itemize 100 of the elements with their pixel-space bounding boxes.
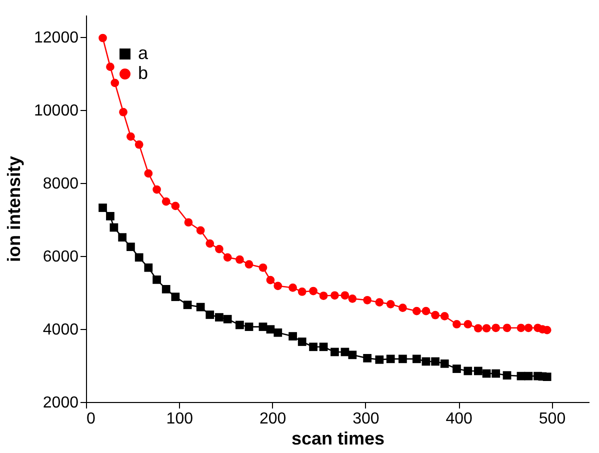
point <box>118 233 127 242</box>
point <box>319 342 328 352</box>
point <box>236 255 244 264</box>
point <box>244 322 254 331</box>
point <box>258 322 268 331</box>
x-tick-label: 400 <box>446 410 473 428</box>
point <box>412 306 421 316</box>
point <box>236 320 244 330</box>
point <box>298 338 306 346</box>
point <box>452 364 461 373</box>
point <box>215 313 224 322</box>
point <box>440 359 449 368</box>
point <box>106 62 114 72</box>
point <box>363 296 372 304</box>
point <box>330 348 339 356</box>
point <box>119 108 128 116</box>
point <box>363 354 372 362</box>
point <box>298 288 306 296</box>
point <box>106 212 114 220</box>
point <box>288 284 297 292</box>
point <box>196 302 205 312</box>
point <box>196 226 205 235</box>
point <box>126 242 135 252</box>
point <box>340 291 350 300</box>
y-tick-label: 12000 <box>34 29 79 46</box>
point <box>171 202 180 210</box>
point <box>375 355 384 364</box>
point <box>309 342 318 352</box>
y-tick-label: 6000 <box>42 248 79 266</box>
point <box>206 239 214 248</box>
point <box>398 354 407 364</box>
point <box>98 204 107 212</box>
point <box>516 372 526 380</box>
point <box>152 185 161 194</box>
point <box>244 260 254 269</box>
point <box>452 320 461 328</box>
point <box>375 298 384 307</box>
point <box>464 366 472 376</box>
point <box>440 312 449 320</box>
point <box>134 140 144 149</box>
x-tick-label: 300 <box>352 410 380 428</box>
x-tick-label: 100 <box>166 410 194 428</box>
point <box>502 324 512 332</box>
point <box>110 223 118 232</box>
point <box>412 354 421 364</box>
point <box>171 292 180 302</box>
point <box>330 291 339 300</box>
point <box>398 304 407 312</box>
point <box>152 276 161 284</box>
x-tick-label: 200 <box>259 410 286 428</box>
point <box>162 285 170 294</box>
point <box>184 218 193 227</box>
point <box>348 294 357 303</box>
point <box>348 350 357 360</box>
point <box>223 253 232 262</box>
point <box>516 324 526 332</box>
point <box>134 253 144 262</box>
point <box>126 132 135 141</box>
y-tick-label: 2000 <box>42 394 79 412</box>
point <box>266 276 275 284</box>
y-axis-title: ion intensity <box>4 156 24 262</box>
point <box>492 324 500 332</box>
point <box>524 372 533 380</box>
y-tick-label: 8000 <box>42 175 79 192</box>
y-tick-label: 4000 <box>42 321 79 338</box>
point <box>258 263 268 272</box>
point <box>274 282 282 290</box>
point <box>223 314 232 324</box>
point <box>215 244 224 254</box>
point <box>288 332 297 340</box>
point <box>183 300 192 310</box>
point <box>274 328 282 337</box>
point <box>431 310 440 320</box>
x-axis-title: scan times <box>291 428 385 448</box>
point <box>98 34 107 42</box>
point <box>524 324 533 332</box>
point <box>309 286 318 296</box>
point <box>266 325 275 334</box>
point <box>422 357 430 366</box>
point <box>542 372 552 381</box>
point <box>422 306 430 316</box>
y-tick-label: 10000 <box>34 102 79 120</box>
point <box>474 324 482 332</box>
point <box>319 292 328 300</box>
point <box>492 369 500 378</box>
point <box>110 78 120 88</box>
point <box>144 263 153 272</box>
point <box>502 371 512 380</box>
x-tick-label: 0 <box>86 410 96 428</box>
point <box>474 366 482 376</box>
x-tick-label: 500 <box>538 410 566 428</box>
legend-label: b <box>138 63 148 83</box>
point <box>162 197 170 206</box>
point <box>144 169 153 178</box>
point <box>464 320 472 328</box>
point <box>386 300 395 308</box>
point <box>431 357 440 366</box>
legend-label: a <box>138 43 149 63</box>
point <box>386 354 395 364</box>
point <box>482 324 491 332</box>
